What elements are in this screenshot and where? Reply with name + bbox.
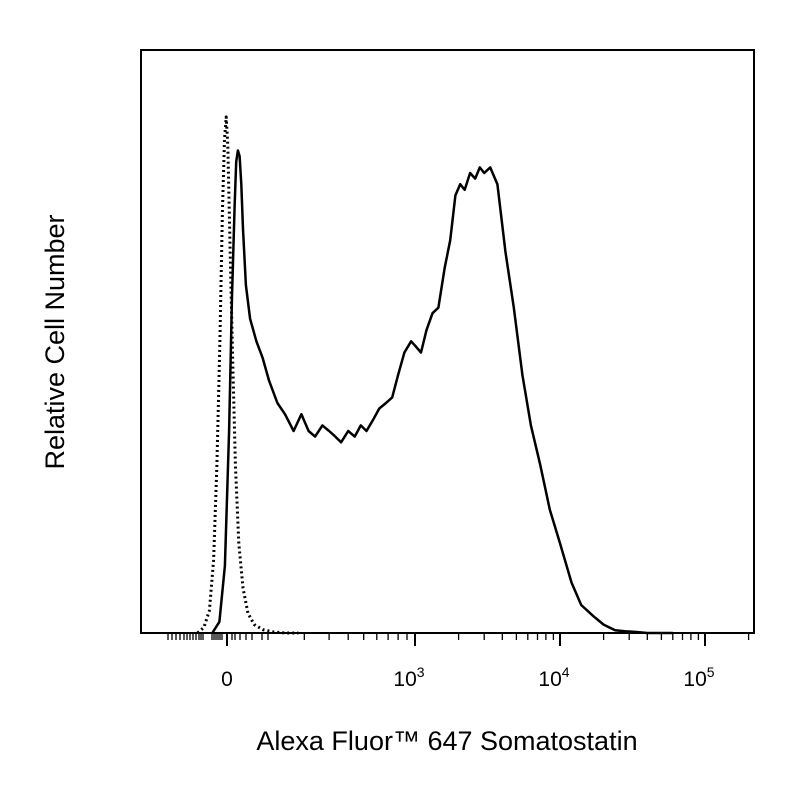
x-axis-major-ticks <box>226 633 706 646</box>
x-tick-label: 105 <box>683 664 714 691</box>
x-axis-tick-labels: 0 103 104 105 <box>221 664 715 691</box>
x-tick-label: 104 <box>538 664 569 691</box>
plot-frame <box>140 49 755 634</box>
histogram-series <box>196 115 673 635</box>
x-axis-label: Alexa Fluor™ 647 Somatostatin <box>256 726 637 756</box>
x-axis-minor-ticks <box>167 633 750 640</box>
x-tick-label: 103 <box>393 664 424 691</box>
y-axis-label: Relative Cell Number <box>40 214 70 469</box>
series-isotype-control-dotted <box>196 115 299 635</box>
x-tick-label: 0 <box>221 668 233 691</box>
series-stained-solid <box>211 149 673 635</box>
